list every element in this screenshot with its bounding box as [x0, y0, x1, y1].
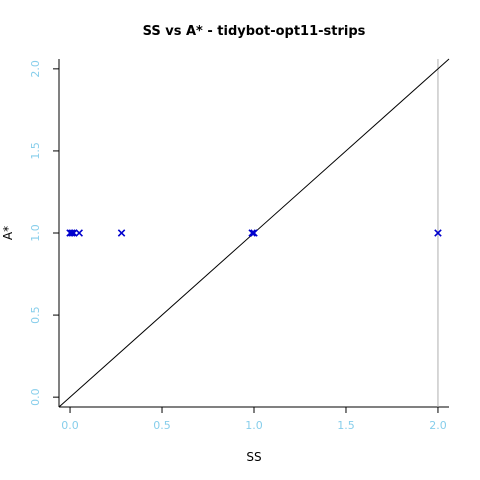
- data-point: [250, 229, 258, 237]
- data-point: [117, 229, 126, 237]
- data-point: [68, 229, 76, 237]
- x-tick-label: 0.5: [153, 419, 171, 432]
- data-point: [75, 229, 84, 237]
- x-tick-label: 1.0: [245, 419, 263, 432]
- chart-title: SS vs A* - tidybot-opt11-strips: [143, 24, 366, 39]
- data-point: [69, 229, 78, 237]
- x-axis-label: SS: [246, 450, 261, 464]
- y-tick-label: 1.0: [29, 224, 42, 242]
- plot-area: 0.0 0.5 1.0 1.5 2.0 0.0 0.5 1.0 1.5 2.0: [29, 58, 450, 432]
- y-axis-label: A*: [1, 226, 15, 240]
- x-tick-label: 2.0: [429, 419, 447, 432]
- x-tick-label: 0.0: [61, 419, 79, 432]
- y-tick-label: 0.0: [29, 388, 42, 406]
- y-tick-label: 1.5: [29, 142, 42, 160]
- x-tick-label: 1.5: [337, 419, 355, 432]
- y-tick-label: 0.5: [29, 306, 42, 324]
- data-point: [434, 229, 442, 237]
- data-point: [248, 229, 256, 237]
- y-tick-label: 2.0: [29, 60, 42, 78]
